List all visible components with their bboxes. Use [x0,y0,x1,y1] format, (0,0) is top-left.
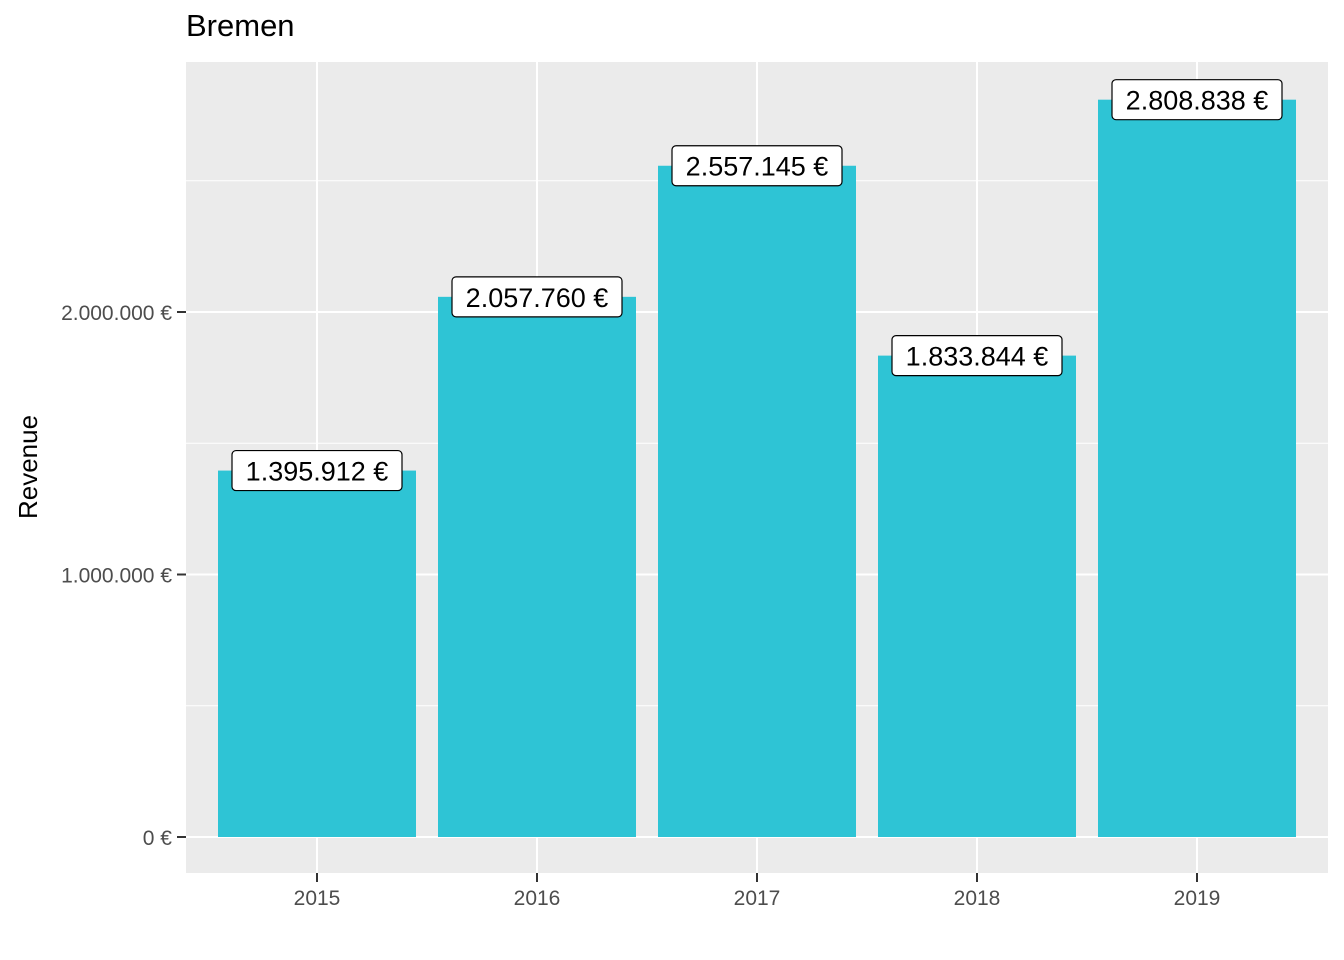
data-label-2015: 1.395.912 € [231,449,403,492]
data-label-text: 2.557.145 € [686,152,829,182]
y-tick-label: 0 € [143,827,173,850]
chart-title: Bremen [186,8,295,43]
x-tick-label: 2019 [1174,887,1221,910]
data-label-text: 1.395.912 € [246,457,389,487]
x-tick-label: 2017 [734,887,781,910]
bars [218,99,1296,837]
bar-2019 [1098,99,1296,837]
data-label-box [231,449,403,492]
bar-2018 [878,355,1076,837]
x-tick-label: 2015 [294,887,341,910]
data-label-2019: 2.808.838 € [1111,79,1283,121]
data-label-box [451,276,623,318]
x-tick-label: 2016 [514,887,561,910]
data-label-box [891,335,1063,377]
y-tick-label: 2.000.000 € [61,302,172,325]
data-label-text: 1.833.844 € [906,342,1049,372]
bar-2017 [658,165,856,837]
y-axis-title: Revenue [13,415,43,519]
data-label-2016: 2.057.760 € [451,276,623,318]
x-tick-label: 2018 [954,887,1001,910]
data-label-text: 2.808.838 € [1126,86,1269,116]
data-label-text: 2.057.760 € [466,283,609,313]
data-label-2017: 2.557.145 € [671,145,843,187]
data-labels: 1.395.912 € 2.057.760 € 2.557.145 € 1.833.8… [231,79,1283,492]
bar-2016 [438,296,636,837]
axes: 0 € 1.000.000 € 2.000.000 € 2015 2016 2017 201… [61,302,1220,910]
data-label-box [1111,79,1283,121]
data-label-box [671,145,843,187]
bar-2015 [218,470,416,837]
y-tick-label: 1.000.000 € [61,565,172,588]
data-label-2018: 1.833.844 € [891,335,1063,377]
